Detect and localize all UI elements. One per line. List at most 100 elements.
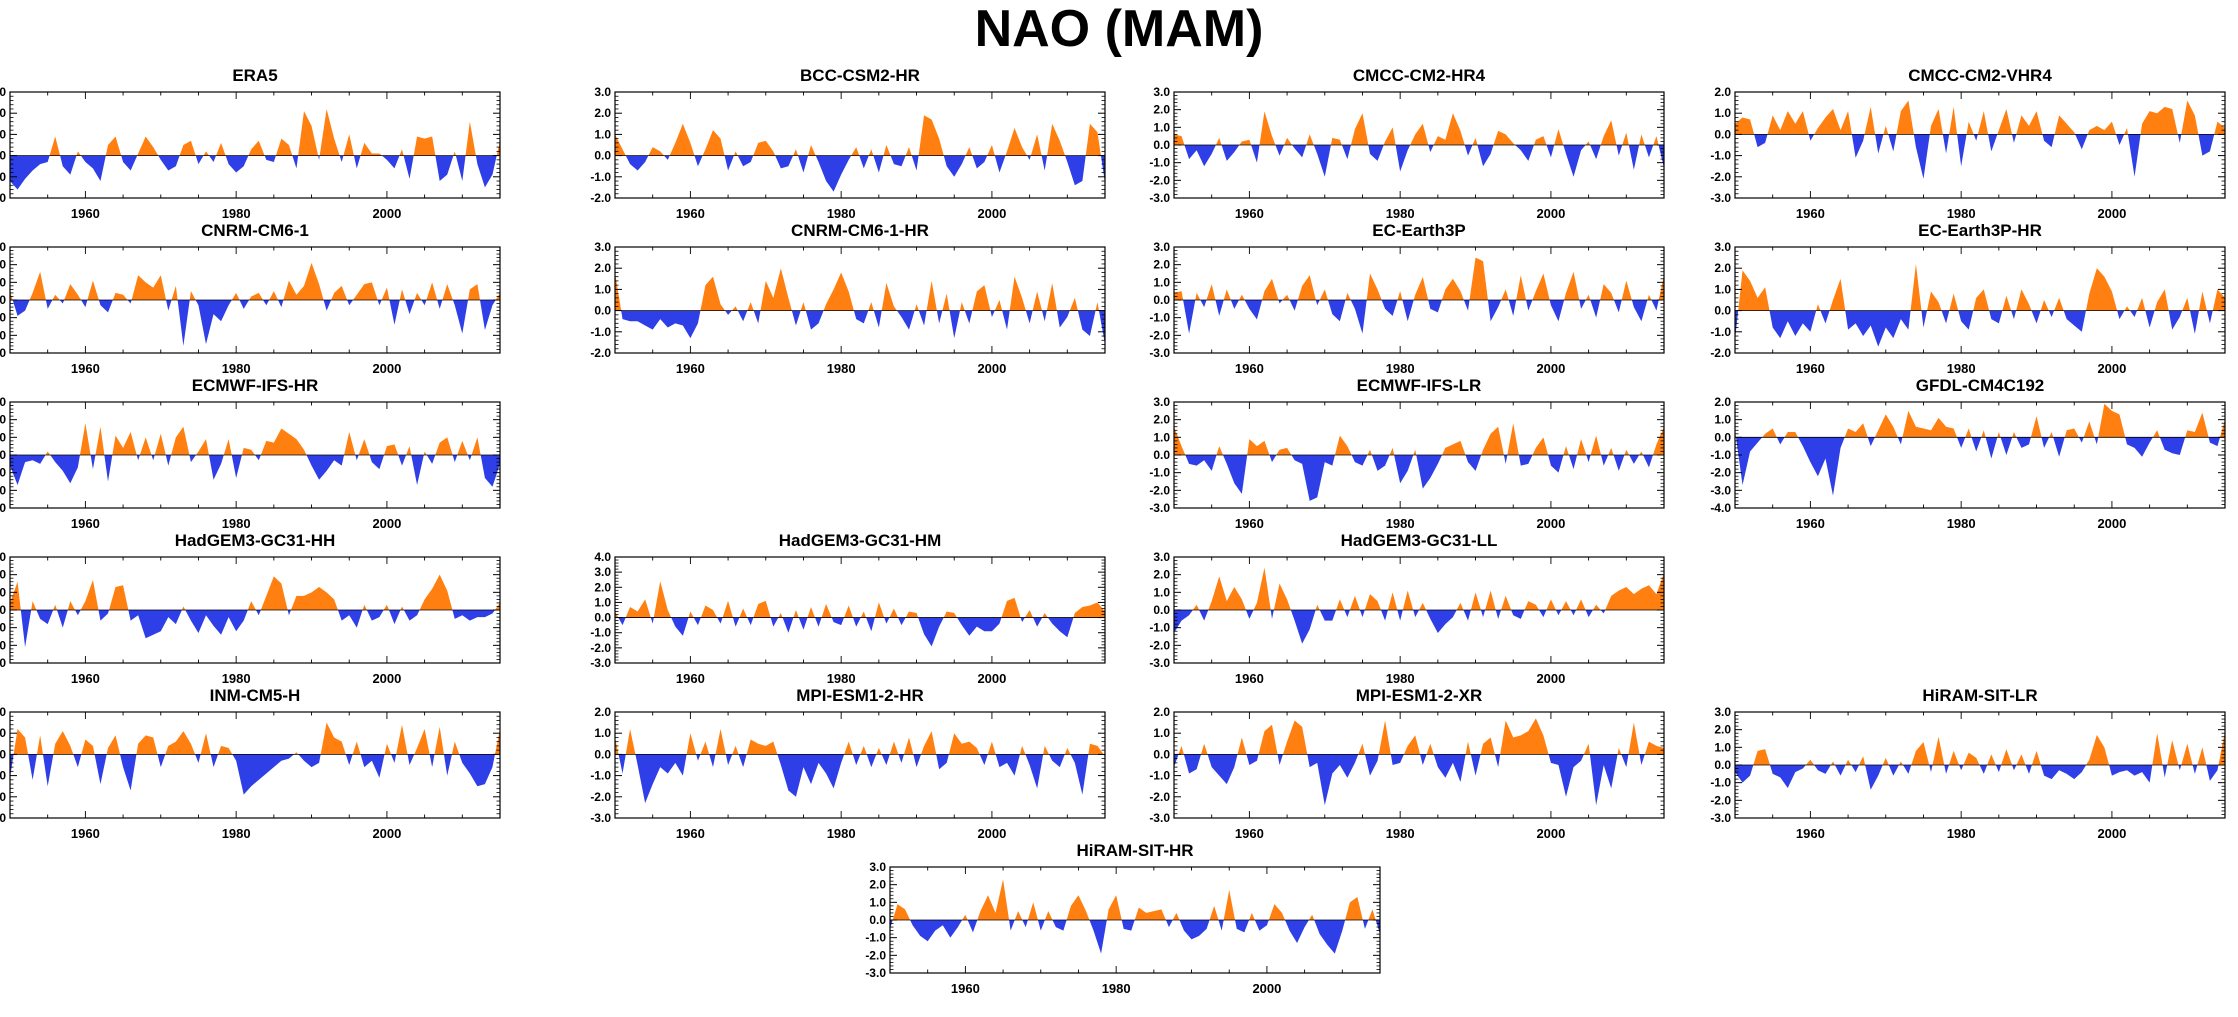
y-tick-label: -2.0 [1149,483,1170,497]
y-tick-label: 1.0 [594,726,611,740]
y-tick-label: 1.0 [1714,106,1731,120]
y-tick-label: -2.0 [1710,346,1731,360]
plot-frame [1173,711,1665,819]
y-tick-label: 2.0 [0,258,6,272]
negative-area [1735,437,2225,496]
negative-area [615,754,1105,804]
y-tick-label: -2.0 [1710,793,1731,807]
positive-area [615,115,1105,156]
x-tick-label: 2000 [372,206,401,221]
y-tick-label: -1.0 [1149,466,1170,480]
y-tick-label: 3.0 [594,85,611,99]
y-tick-label: 3.0 [0,85,6,99]
negative-area [890,920,1380,954]
y-tick-label: 4.0 [594,550,611,564]
negative-area [10,455,500,487]
y-tick-label: 0.0 [1714,758,1731,772]
y-tick-label: 1.0 [1153,726,1170,740]
x-tick-label: 1960 [1235,516,1264,531]
panel-title: CNRM-CM6-1 [201,221,309,240]
y-tick-label: -3.0 [1149,501,1170,515]
negative-area [1174,610,1664,644]
y-tick-label: 0.0 [0,448,6,462]
y-tick-label: 2.0 [869,878,886,892]
panel-title: GFDL-CM4C192 [1916,376,2044,395]
y-tick-label: 3.0 [1153,395,1170,409]
y-tick-label: 1.0 [1153,275,1170,289]
y-tick-label: 3.0 [1153,240,1170,254]
chart-ecmwf-ifs-lr: ECMWF-IFS-LR 3.0 2.0 1.0 0.0 -1.0 -2.0 -3.0 1960… [1149,376,1665,531]
x-tick-label: 2000 [977,671,1006,686]
y-tick-label: -2.0 [590,346,611,360]
chart-cnrm-cm6-1-hr: CNRM-CM6-1-HR 3.0 2.0 1.0 0.0 -1.0 -2.0 1960 198… [590,221,1106,376]
x-tick-label: 1980 [827,671,856,686]
x-tick-label: 1980 [1386,361,1415,376]
y-tick-label: 1.0 [0,127,6,141]
x-tick-label: 1980 [1386,206,1415,221]
x-tick-label: 1960 [676,361,705,376]
x-tick-label: 1980 [1386,516,1415,531]
negative-area [1174,145,1664,177]
y-tick-label: -2.0 [0,328,6,342]
chart-hiram-sit-lr: HiRAM-SIT-LR 3.0 2.0 1.0 0.0 -1.0 -2.0 -3.0 1960… [1710,686,2226,841]
positive-area [1735,100,2225,135]
chart-hadgem3-gc31-hh: HadGEM3-GC31-HH 3.0 2.0 1.0 0.0 -1.0 -2.0 -3.0 1… [0,531,501,686]
y-tick-label: 0.0 [594,747,611,761]
y-tick-label: 2.0 [0,568,6,582]
y-tick-label: 3.0 [1153,550,1170,564]
x-tick-label: 2000 [372,671,401,686]
figure-title: NAO (MAM) [974,0,1264,58]
x-tick-label: 1980 [1947,206,1976,221]
negative-area [10,754,500,795]
y-tick-label: 1.0 [594,282,611,296]
panel-era5: ERA5 3.0 2.0 1.0 0.0 -1.0 -2.0 1960 1980 2000 [0,60,509,228]
y-tick-label: 1.0 [869,895,886,909]
y-tick-label: -2.0 [1149,328,1170,342]
x-tick-label: 1960 [1235,206,1264,221]
y-tick-label: 0.0 [0,293,6,307]
panel-hadgem3-gc31-hh: HadGEM3-GC31-HH 3.0 2.0 1.0 0.0 -1.0 -2.0 -3.0 1… [0,525,509,693]
y-tick-label: -2.0 [590,641,611,655]
panel-title: CNRM-CM6-1-HR [791,221,929,240]
positive-area [1174,111,1664,145]
y-tick-label: 1.0 [1714,413,1731,427]
chart-ec-earth3p-hr: EC-Earth3P-HR 3.0 2.0 1.0 0.0 -1.0 -2.0 1960 198… [1710,221,2226,376]
positive-area [1174,257,1664,300]
panel-title: HadGEM3-GC31-LL [1341,531,1498,550]
panel-hiram-sit-lr: HiRAM-SIT-LR 3.0 2.0 1.0 0.0 -1.0 -2.0 -3.0 1960… [1689,680,2234,848]
y-tick-label: 3.0 [0,240,6,254]
panel-title: BCC-CSM2-HR [800,66,920,85]
chart-hadgem3-gc31-hm: HadGEM3-GC31-HM 4.03.02.01.0 0.0-1.0-2.0-3… [590,531,1106,686]
y-tick-label: -3.0 [1149,656,1170,670]
x-tick-label: 1980 [1386,671,1415,686]
y-tick-label: 1.0 [0,275,6,289]
chart-ec-earth3p: EC-Earth3P 3.0 2.0 1.0 0.0 -1.0 -2.0 -3.0 1960 19… [1149,221,1665,376]
y-tick-label: 0.0 [1153,138,1170,152]
x-tick-label: 2000 [1536,826,1565,841]
y-tick-label: -4.0 [1710,501,1731,515]
chart-ecmwf-ifs-hr: ECMWF-IFS-HR 3.0 2.0 1.0 0.0 -1.0 -2.0 -3.0 1960… [0,376,501,531]
y-tick-label: 0.0 [1714,304,1731,318]
y-tick-label: 1.0 [0,726,6,740]
positive-area [10,574,500,610]
panel-cnrm-cm6-1-hr: CNRM-CM6-1-HR 3.0 2.0 1.0 0.0 -1.0 -2.0 1960 198… [569,215,1114,383]
chart-gfdl-cm4c192: GFDL-CM4C192 2.0 1.0 0.0 -1.0 -2.0 -3.0 -4.0 196… [1710,376,2226,531]
y-tick-label: -1.0 [590,626,611,640]
y-tick-label: -1.0 [0,769,6,783]
panel-title: ECMWF-IFS-LR [1357,376,1482,395]
y-tick-label: -1.0 [1710,776,1731,790]
y-tick-label: 2.0 [1153,103,1170,117]
plot-frame [614,556,1106,664]
y-tick-label: 2.0 [1153,568,1170,582]
panel-inm-cm5-h: INM-CM5-H 2.0 1.0 0.0 -1.0 -2.0 -3.0 1960 1980 20… [0,680,509,848]
y-tick-label: -3.0 [1710,483,1731,497]
y-tick-label: 0.0 [0,149,6,163]
positive-area [1174,567,1664,610]
positive-area [1174,423,1664,455]
plot-frame [614,246,1106,354]
x-tick-label: 1960 [71,361,100,376]
x-tick-label: 1960 [1796,361,1825,376]
y-tick-label: 1.0 [594,127,611,141]
positive-area [1735,263,2225,311]
panel-title: ERA5 [232,66,277,85]
